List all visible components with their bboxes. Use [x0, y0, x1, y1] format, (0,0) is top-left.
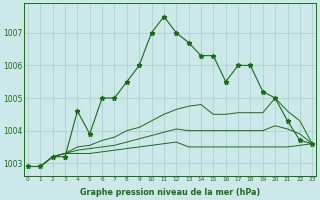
X-axis label: Graphe pression niveau de la mer (hPa): Graphe pression niveau de la mer (hPa) [80, 188, 260, 197]
